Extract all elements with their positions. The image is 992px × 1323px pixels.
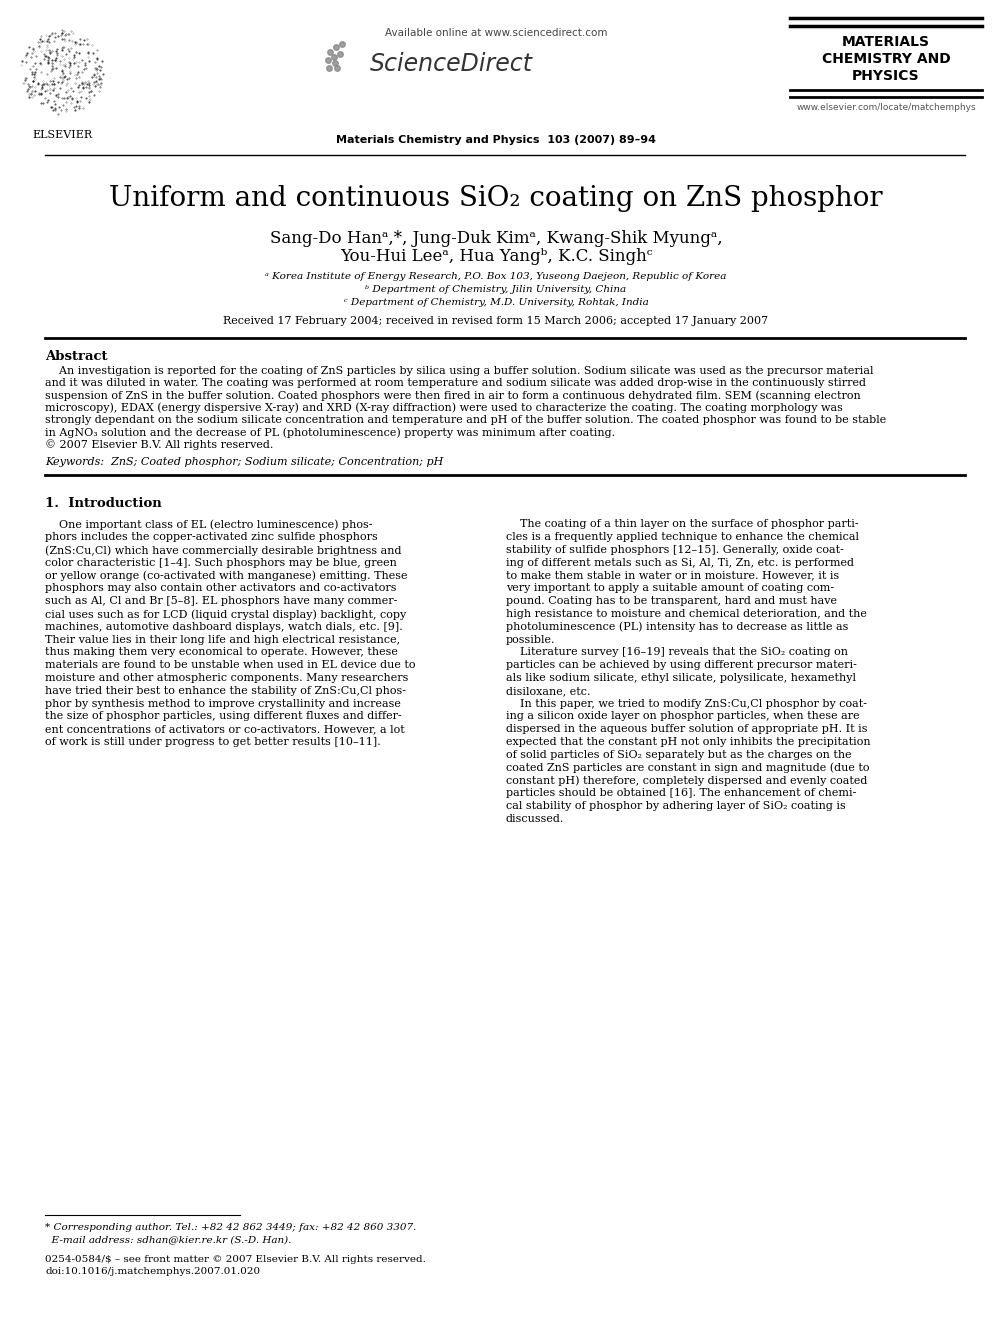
Text: phor by synthesis method to improve crystallinity and increase: phor by synthesis method to improve crys… xyxy=(45,699,401,709)
Text: materials are found to be unstable when used in EL device due to: materials are found to be unstable when … xyxy=(45,660,416,671)
Text: 0254-0584/$ – see front matter © 2007 Elsevier B.V. All rights reserved.: 0254-0584/$ – see front matter © 2007 El… xyxy=(45,1256,426,1263)
Text: (ZnS:Cu,Cl) which have commercially desirable brightness and: (ZnS:Cu,Cl) which have commercially desi… xyxy=(45,545,402,556)
Text: possible.: possible. xyxy=(506,635,556,644)
Text: E-mail address: sdhan@kier.re.kr (S.-D. Han).: E-mail address: sdhan@kier.re.kr (S.-D. … xyxy=(45,1234,292,1244)
Text: moisture and other atmospheric components. Many researchers: moisture and other atmospheric component… xyxy=(45,673,409,683)
Text: machines, automotive dashboard displays, watch dials, etc. [9].: machines, automotive dashboard displays,… xyxy=(45,622,403,632)
Text: ᶜ Department of Chemistry, M.D. University, Rohtak, India: ᶜ Department of Chemistry, M.D. Universi… xyxy=(343,298,649,307)
Text: phors includes the copper-activated zinc sulfide phosphors: phors includes the copper-activated zinc… xyxy=(45,532,378,542)
Text: discussed.: discussed. xyxy=(506,814,564,824)
Text: An investigation is reported for the coating of ZnS particles by silica using a : An investigation is reported for the coa… xyxy=(45,366,874,376)
Text: thus making them very economical to operate. However, these: thus making them very economical to oper… xyxy=(45,647,398,658)
Text: and it was diluted in water. The coating was performed at room temperature and s: and it was diluted in water. The coating… xyxy=(45,378,866,388)
Text: the size of phosphor particles, using different fluxes and differ-: the size of phosphor particles, using di… xyxy=(45,712,402,721)
Text: very important to apply a suitable amount of coating com-: very important to apply a suitable amoun… xyxy=(506,583,834,594)
Text: expected that the constant pH not only inhibits the precipitation: expected that the constant pH not only i… xyxy=(506,737,871,747)
Text: Abstract: Abstract xyxy=(45,351,107,363)
Text: als like sodium silicate, ethyl silicate, polysilicate, hexamethyl: als like sodium silicate, ethyl silicate… xyxy=(506,673,856,683)
Text: high resistance to moisture and chemical deterioration, and the: high resistance to moisture and chemical… xyxy=(506,609,867,619)
Text: The coating of a thin layer on the surface of phosphor parti-: The coating of a thin layer on the surfa… xyxy=(506,520,859,529)
Text: have tried their best to enhance the stability of ZnS:Cu,Cl phos-: have tried their best to enhance the sta… xyxy=(45,685,406,696)
Text: You-Hui Leeᵃ, Hua Yangᵇ, K.C. Singhᶜ: You-Hui Leeᵃ, Hua Yangᵇ, K.C. Singhᶜ xyxy=(339,247,653,265)
Text: color characteristic [1–4]. Such phosphors may be blue, green: color characteristic [1–4]. Such phospho… xyxy=(45,558,397,568)
Text: disiloxane, etc.: disiloxane, etc. xyxy=(506,685,590,696)
Text: of solid particles of SiO₂ separately but as the charges on the: of solid particles of SiO₂ separately bu… xyxy=(506,750,851,759)
Text: In this paper, we tried to modify ZnS:Cu,Cl phosphor by coat-: In this paper, we tried to modify ZnS:Cu… xyxy=(506,699,867,709)
Text: ELSEVIER: ELSEVIER xyxy=(32,130,92,140)
Text: particles can be achieved by using different precursor materi-: particles can be achieved by using diffe… xyxy=(506,660,857,671)
Text: photoluminescence (PL) intensity has to decrease as little as: photoluminescence (PL) intensity has to … xyxy=(506,622,848,632)
Text: 1.  Introduction: 1. Introduction xyxy=(45,497,162,511)
Text: to make them stable in water or in moisture. However, it is: to make them stable in water or in moist… xyxy=(506,570,839,581)
Text: dispersed in the aqueous buffer solution of appropriate pH. It is: dispersed in the aqueous buffer solution… xyxy=(506,724,867,734)
Text: strongly dependant on the sodium silicate concentration and temperature and pH o: strongly dependant on the sodium silicat… xyxy=(45,415,886,425)
Text: ing a silicon oxide layer on phosphor particles, when these are: ing a silicon oxide layer on phosphor pa… xyxy=(506,712,860,721)
Text: Their value lies in their long life and high electrical resistance,: Their value lies in their long life and … xyxy=(45,635,400,644)
Text: in AgNO₃ solution and the decrease of PL (photoluminescence) property was minimu: in AgNO₃ solution and the decrease of PL… xyxy=(45,427,615,438)
Text: ScienceDirect: ScienceDirect xyxy=(370,52,533,75)
Text: constant pH) therefore, completely dispersed and evenly coated: constant pH) therefore, completely dispe… xyxy=(506,775,867,786)
Text: Sang-Do Hanᵃ,*, Jung-Duk Kimᵃ, Kwang-Shik Myungᵃ,: Sang-Do Hanᵃ,*, Jung-Duk Kimᵃ, Kwang-Shi… xyxy=(270,230,722,247)
Text: such as Al, Cl and Br [5–8]. EL phosphors have many commer-: such as Al, Cl and Br [5–8]. EL phosphor… xyxy=(45,597,398,606)
Text: cal stability of phosphor by adhering layer of SiO₂ coating is: cal stability of phosphor by adhering la… xyxy=(506,800,846,811)
Text: microscopy), EDAX (energy dispersive X-ray) and XRD (X-ray diffraction) were use: microscopy), EDAX (energy dispersive X-r… xyxy=(45,402,843,413)
Text: Literature survey [16–19] reveals that the SiO₂ coating on: Literature survey [16–19] reveals that t… xyxy=(506,647,848,658)
Text: Available online at www.sciencedirect.com: Available online at www.sciencedirect.co… xyxy=(385,28,607,38)
Text: Received 17 February 2004; received in revised form 15 March 2006; accepted 17 J: Received 17 February 2004; received in r… xyxy=(223,316,769,325)
Text: doi:10.1016/j.matchemphys.2007.01.020: doi:10.1016/j.matchemphys.2007.01.020 xyxy=(45,1267,260,1275)
Text: * Corresponding author. Tel.: +82 42 862 3449; fax: +82 42 860 3307.: * Corresponding author. Tel.: +82 42 862… xyxy=(45,1222,417,1232)
Text: www.elsevier.com/locate/matchemphys: www.elsevier.com/locate/matchemphys xyxy=(797,103,976,112)
Text: Keywords:  ZnS; Coated phosphor; Sodium silicate; Concentration; pH: Keywords: ZnS; Coated phosphor; Sodium s… xyxy=(45,458,443,467)
Text: One important class of EL (electro luminescence) phos-: One important class of EL (electro lumin… xyxy=(45,520,373,531)
Text: of work is still under progress to get better results [10–11].: of work is still under progress to get b… xyxy=(45,737,381,747)
Text: cles is a frequently applied technique to enhance the chemical: cles is a frequently applied technique t… xyxy=(506,532,859,542)
Text: MATERIALS
CHEMISTRY AND
PHYSICS: MATERIALS CHEMISTRY AND PHYSICS xyxy=(821,34,950,82)
Text: cial uses such as for LCD (liquid crystal display) backlight, copy: cial uses such as for LCD (liquid crysta… xyxy=(45,609,407,619)
Text: stability of sulfide phosphors [12–15]. Generally, oxide coat-: stability of sulfide phosphors [12–15]. … xyxy=(506,545,844,556)
Text: ᵃ Korea Institute of Energy Research, P.O. Box 103, Yuseong Daejeon, Republic of: ᵃ Korea Institute of Energy Research, P.… xyxy=(265,273,727,280)
Text: ᵇ Department of Chemistry, Jilin University, China: ᵇ Department of Chemistry, Jilin Univers… xyxy=(365,284,627,294)
Text: pound. Coating has to be transparent, hard and must have: pound. Coating has to be transparent, ha… xyxy=(506,597,837,606)
Text: ing of different metals such as Si, Al, Ti, Zn, etc. is performed: ing of different metals such as Si, Al, … xyxy=(506,558,854,568)
Text: coated ZnS particles are constant in sign and magnitude (due to: coated ZnS particles are constant in sig… xyxy=(506,762,870,773)
Text: Materials Chemistry and Physics  103 (2007) 89–94: Materials Chemistry and Physics 103 (200… xyxy=(336,135,656,146)
Text: © 2007 Elsevier B.V. All rights reserved.: © 2007 Elsevier B.V. All rights reserved… xyxy=(45,439,274,450)
Text: particles should be obtained [16]. The enhancement of chemi-: particles should be obtained [16]. The e… xyxy=(506,789,856,798)
Text: ent concentrations of activators or co-activators. However, a lot: ent concentrations of activators or co-a… xyxy=(45,724,405,734)
Text: Uniform and continuous SiO₂ coating on ZnS phosphor: Uniform and continuous SiO₂ coating on Z… xyxy=(109,185,883,212)
Text: suspension of ZnS in the buffer solution. Coated phosphors were then fired in ai: suspension of ZnS in the buffer solution… xyxy=(45,390,861,401)
Text: or yellow orange (co-activated with manganese) emitting. These: or yellow orange (co-activated with mang… xyxy=(45,570,408,581)
Text: phosphors may also contain other activators and co-activators: phosphors may also contain other activat… xyxy=(45,583,397,594)
